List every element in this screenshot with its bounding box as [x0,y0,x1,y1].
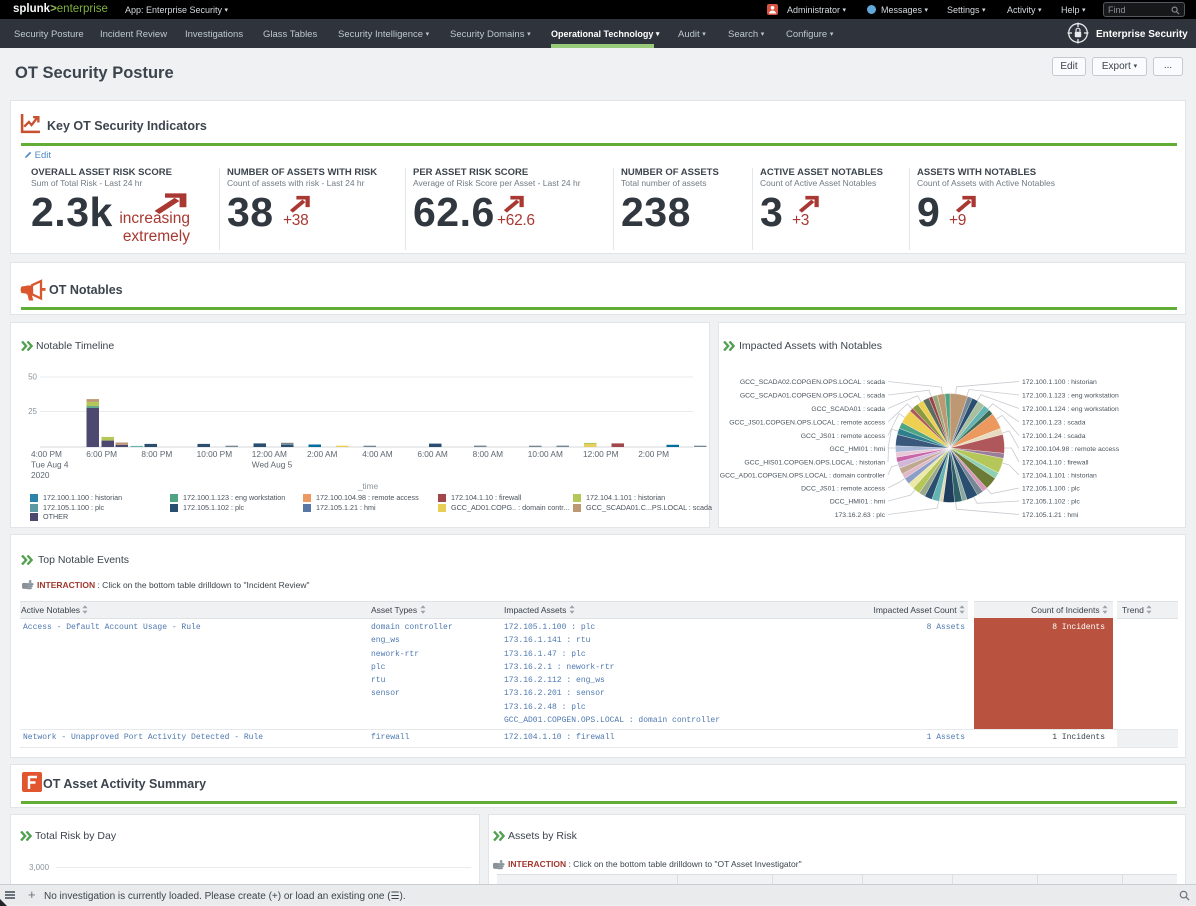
svg-text:6:00 PM: 6:00 PM [86,449,117,459]
svg-text:173.16.2.63 : plc: 173.16.2.63 : plc [835,512,886,519]
svg-text:Wed Aug 5: Wed Aug 5 [252,460,293,470]
svg-text:4:00 AM: 4:00 AM [362,449,393,459]
svg-text:172.100.1.123 : eng workstatio: 172.100.1.123 : eng workstation [1022,393,1119,400]
svg-text:Tue Aug 4: Tue Aug 4 [31,460,69,470]
svg-text:4:00 PM: 4:00 PM [31,449,62,459]
svg-text:2:00 PM: 2:00 PM [638,449,669,459]
svg-text:12:00 PM: 12:00 PM [583,449,619,459]
svg-text:172.100.1.124 : eng workstatio: 172.100.1.124 : eng workstation [1022,406,1119,413]
svg-text:_time: _time [357,481,379,491]
svg-text:GCC_JS01 : remote access: GCC_JS01 : remote access [801,433,886,440]
svg-text:GCC_SCADA02.COPGEN.OPS.LOCAL :: GCC_SCADA02.COPGEN.OPS.LOCAL : scada [740,379,885,386]
svg-text:12:00 AM: 12:00 AM [252,449,287,459]
svg-text:10:00 PM: 10:00 PM [197,449,233,459]
svg-text:2020: 2020 [31,470,50,480]
svg-text:172.100.1.23 : scada: 172.100.1.23 : scada [1022,420,1086,427]
svg-text:8:00 AM: 8:00 AM [473,449,504,459]
svg-text:DCC_HMI01 : hmi: DCC_HMI01 : hmi [830,499,886,506]
svg-text:DCC_JS01 : remote access: DCC_JS01 : remote access [801,486,885,493]
svg-text:GCC_SCADA01.COPGEN.OPS.LOCAL :: GCC_SCADA01.COPGEN.OPS.LOCAL : scada [740,393,885,400]
svg-text:GCC_HIS01.COPGEN.OPS.LOCAL : h: GCC_HIS01.COPGEN.OPS.LOCAL : historian [744,460,885,467]
svg-text:50: 50 [28,373,37,382]
svg-text:172.104.1.101 : historian: 172.104.1.101 : historian [1022,473,1097,480]
svg-text:172.105.1.100 : plc: 172.105.1.100 : plc [1022,486,1080,493]
svg-text:172.105.1.102 : plc: 172.105.1.102 : plc [1022,499,1080,506]
svg-text:2:00 AM: 2:00 AM [307,449,338,459]
svg-text:172.105.1.21 : hmi: 172.105.1.21 : hmi [1022,512,1079,519]
svg-text:172.100.104.98 : remote access: 172.100.104.98 : remote access [1022,446,1120,453]
svg-text:172.104.1.10 : firewall: 172.104.1.10 : firewall [1022,460,1089,467]
svg-text:25: 25 [28,407,37,416]
svg-text:GCC_SCADA01 : scada: GCC_SCADA01 : scada [811,406,885,413]
svg-text:172.100.1.100 : historian: 172.100.1.100 : historian [1022,379,1097,386]
svg-text:GCC_HMI01 : hmi: GCC_HMI01 : hmi [829,446,885,453]
svg-text:GCC_AD01.COPGEN.OPS.LOCAL : do: GCC_AD01.COPGEN.OPS.LOCAL : domain contr… [720,473,886,480]
svg-text:8:00 PM: 8:00 PM [141,449,172,459]
svg-text:172.100.1.24 : scada: 172.100.1.24 : scada [1022,433,1086,440]
svg-text:GCC_JS01.COPGEN.OPS.LOCAL : re: GCC_JS01.COPGEN.OPS.LOCAL : remote acces… [729,420,885,427]
svg-text:6:00 AM: 6:00 AM [417,449,448,459]
svg-text:10:00 AM: 10:00 AM [528,449,563,459]
